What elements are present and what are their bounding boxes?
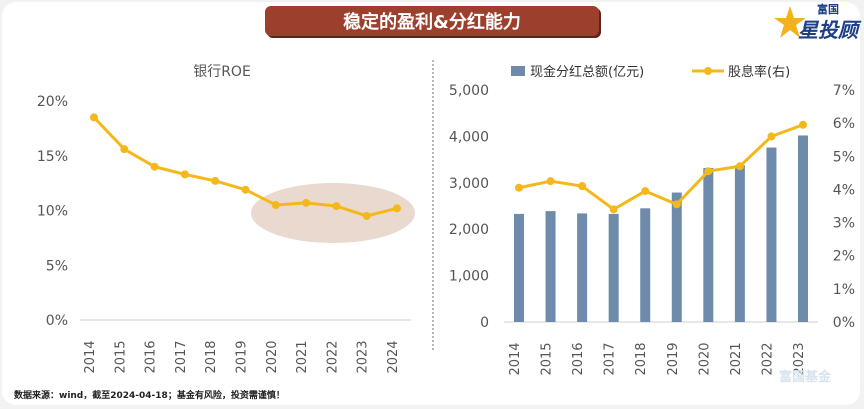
roe-point [120,145,129,154]
dividend-bar [766,147,777,322]
dividend-bar [734,165,745,322]
yield-point [672,200,681,209]
dividend-xtick-label: 2019 [666,342,681,375]
yield-point [546,177,555,186]
roe-point [302,198,311,207]
roe-point [150,162,159,171]
dividend-ytick-right: 7% [833,83,855,99]
dividend-bar [703,167,714,322]
dividend-xtick-label: 2015 [540,342,555,375]
dividend-ytick-right: 1% [833,282,855,298]
dividend-xtick-label: 2017 [603,342,618,375]
dividend-xtick-label: 2016 [571,342,586,375]
dividend-ytick-right: 4% [833,182,855,198]
legend-line-marker [704,67,712,75]
yield-point [609,205,618,214]
roe-ytick-label: 10% [37,204,68,220]
dividend-xtick-label: 2020 [697,342,712,375]
roe-xtick-label: 2021 [295,340,310,373]
dividend-ytick-left: 3,000 [449,176,489,192]
roe-point [180,170,189,179]
roe-xtick-label: 2018 [204,340,219,373]
yield-point [767,132,776,141]
roe-xtick-label: 2024 [386,340,401,373]
brand-logo: 富国 星投顾 [772,0,864,44]
roe-point [271,201,280,210]
dividend-xtick-label: 2022 [760,342,775,375]
roe-xtick-label: 2019 [235,340,250,373]
roe-point [362,211,371,220]
roe-highlight-ellipse [251,183,415,243]
yield-point [578,182,587,191]
dividend-xtick-label: 2021 [729,342,744,375]
logo-top-text: 富国 [817,3,839,16]
logo-main-text: 星投顾 [798,18,858,42]
roe-xtick-label: 2023 [356,340,371,373]
dividend-xtick-label: 2014 [508,342,523,375]
yield-point [799,120,807,129]
dividend-bar [545,211,556,322]
legend-bar-swatch [511,66,525,76]
dividend-bar [640,208,651,322]
roe-point [393,204,401,213]
roe-xtick-label: 2022 [325,340,340,373]
roe-xtick-label: 2017 [174,340,189,373]
roe-point [332,202,341,211]
dividend-ytick-left: 4,000 [449,129,489,145]
dividend-ytick-left: 2,000 [449,222,489,238]
roe-xtick-label: 2015 [113,340,128,373]
dividend-ytick-left: 1,000 [449,269,489,285]
roe-point [211,176,220,185]
dividend-ytick-right: 2% [833,249,855,265]
dividend-ytick-right: 3% [833,216,855,232]
legend-line-label: 股息率(右) [728,64,790,80]
source-footnote: 数据来源：wind，截至2024-04-18；基金有风险，投资需谨慎！ [14,391,285,401]
roe-xtick-label: 2016 [144,340,159,373]
yield-point [515,183,523,192]
roe-ytick-label: 5% [46,258,68,274]
dividend-xtick-label: 2023 [792,342,807,375]
page-title: 稳定的盈利&分红能力 [265,6,599,36]
dividend-ytick-right: 5% [833,149,855,165]
star-logo-icon [774,6,806,38]
roe-xtick-label: 2014 [83,340,98,373]
yield-point [704,167,713,176]
legend-bar-label: 现金分红总额(亿元) [530,64,644,80]
roe-xtick-label: 2020 [265,340,280,373]
dividend-bar [608,213,619,322]
dividend-bar [798,135,808,322]
roe-ytick-label: 20% [37,94,68,110]
roe-ytick-label: 0% [46,313,68,329]
dividend-ytick-right: 6% [833,116,855,132]
dividend-ytick-right: 0% [833,315,855,331]
dividend-xtick-label: 2018 [634,342,649,375]
roe-chart-title: 银行ROE [193,64,251,80]
dividend-ytick-left: 5,000 [449,83,489,99]
chart-divider [432,60,434,350]
roe-ytick-label: 15% [37,149,68,165]
dividend-bar [671,192,682,322]
card-frame [2,2,860,405]
yield-point [735,162,744,171]
yield-point [641,187,650,196]
roe-point [241,185,250,194]
watermark-text: 富国基金 [779,370,832,385]
dividend-ytick-left: 0 [480,315,489,331]
yield-line [518,123,804,212]
dividend-bar [514,213,524,322]
roe-point [90,113,98,122]
dividend-bar [577,213,588,322]
